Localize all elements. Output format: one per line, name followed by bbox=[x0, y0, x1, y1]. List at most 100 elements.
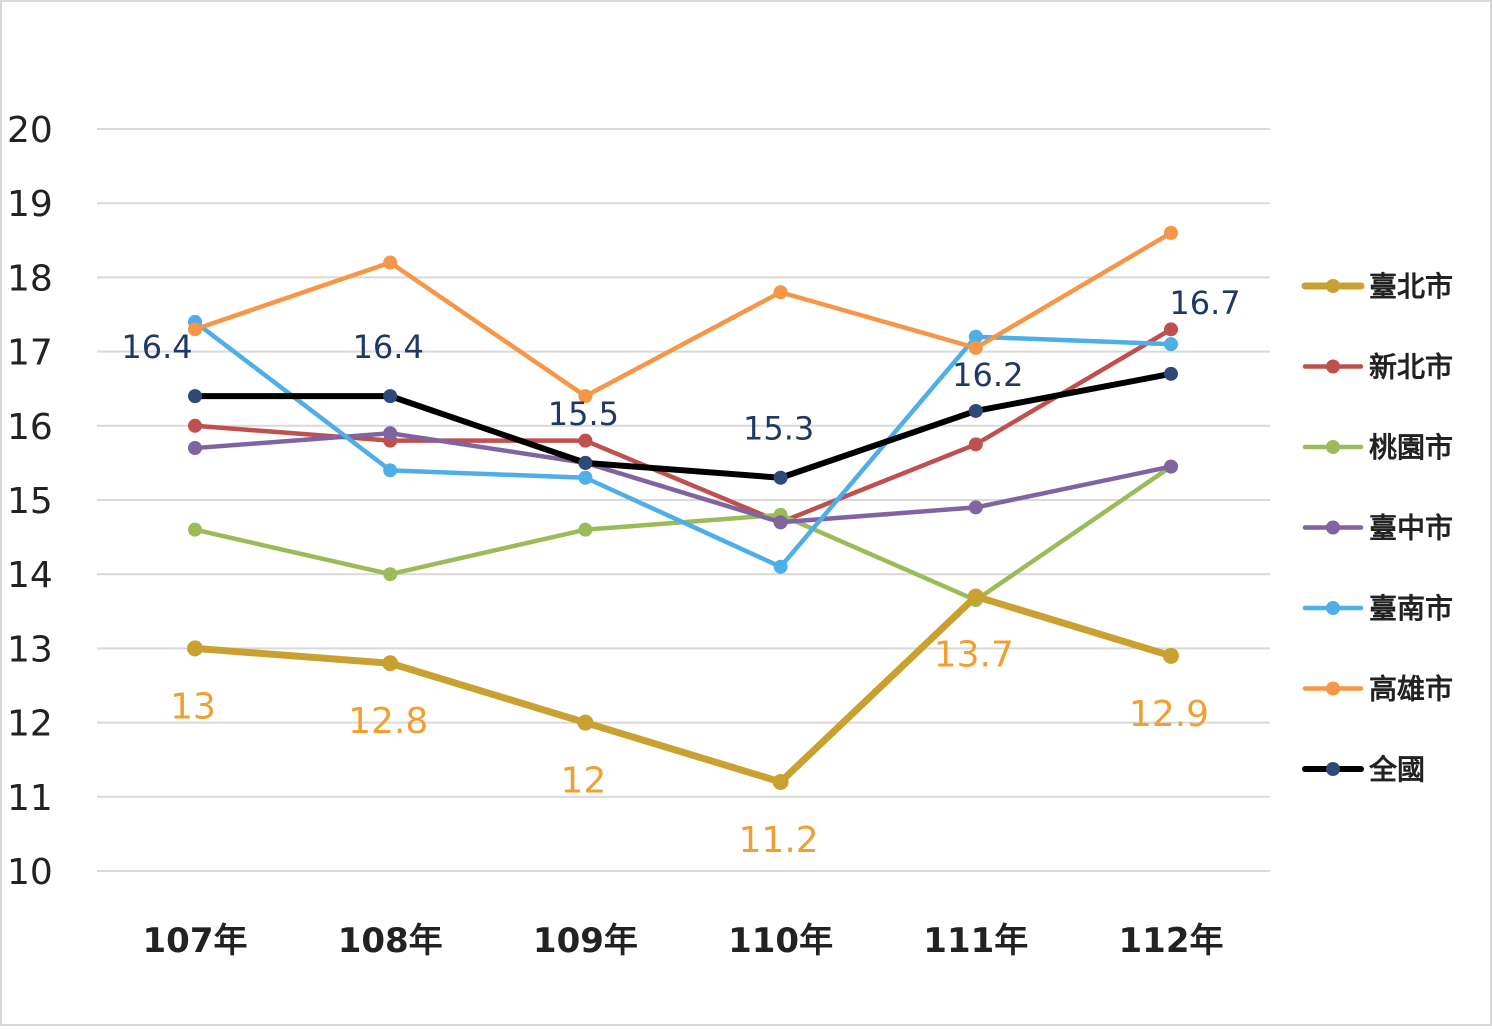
x-tick-label: 109年 bbox=[533, 921, 638, 961]
series-line-高雄市 bbox=[192, 230, 1174, 399]
legend-item-臺中市: 臺中市 bbox=[1302, 512, 1453, 545]
series-全國 bbox=[188, 366, 1178, 485]
legend-swatch-marker bbox=[1326, 279, 1340, 293]
legend-label: 新北市 bbox=[1369, 351, 1453, 384]
series-line-臺中市 bbox=[192, 430, 1174, 525]
legend-swatch-marker bbox=[1326, 520, 1340, 535]
y-tick-label: 17 bbox=[7, 333, 53, 374]
data-point bbox=[773, 470, 788, 485]
data-point bbox=[187, 640, 203, 657]
data-point bbox=[968, 329, 983, 344]
data-label: 16.4 bbox=[121, 328, 192, 366]
legend-swatch-marker bbox=[1326, 762, 1340, 776]
legend-item-桃園市: 桃園市 bbox=[1302, 431, 1453, 464]
legend-swatch-marker bbox=[1326, 440, 1340, 454]
data-point bbox=[578, 470, 593, 485]
data-point bbox=[968, 437, 983, 452]
data-label: 13.7 bbox=[934, 634, 1014, 675]
data-point bbox=[773, 559, 788, 574]
data-point bbox=[1164, 225, 1178, 240]
data-point bbox=[188, 322, 202, 337]
y-tick-label: 20 bbox=[7, 110, 53, 151]
series-臺北市 bbox=[187, 588, 1179, 790]
y-axis: 10 11 12 13 14 15 16 17 18 19 20 bbox=[7, 110, 53, 893]
data-label: 13 bbox=[170, 686, 216, 727]
data-point bbox=[578, 522, 593, 537]
data-label: 15.3 bbox=[743, 410, 814, 448]
data-point bbox=[383, 426, 398, 441]
x-tick-label: 112年 bbox=[1119, 921, 1224, 961]
data-point bbox=[383, 255, 398, 270]
series-臺中市 bbox=[188, 426, 1178, 530]
series-line-臺南市 bbox=[192, 319, 1174, 570]
y-tick-label: 15 bbox=[7, 481, 53, 522]
legend-swatch-marker bbox=[1326, 359, 1340, 374]
legend-item-臺北市: 臺北市 bbox=[1301, 270, 1453, 303]
data-point bbox=[188, 441, 202, 456]
data-point bbox=[188, 389, 202, 404]
data-point bbox=[383, 463, 398, 478]
data-point bbox=[967, 588, 984, 605]
series-高雄市 bbox=[188, 225, 1178, 404]
y-tick-label: 13 bbox=[7, 629, 53, 670]
x-tick-label: 108年 bbox=[338, 921, 443, 961]
data-labels: 13 12.8 12 11.2 13.7 12.9 16.4 16.4 15.5 15.3 16.2… bbox=[121, 284, 1240, 861]
data-label: 12.8 bbox=[348, 701, 428, 742]
y-tick-label: 18 bbox=[7, 258, 53, 299]
series-line-新北市 bbox=[192, 327, 1174, 525]
data-point bbox=[578, 455, 593, 470]
series-line-桃園市 bbox=[192, 464, 1174, 603]
data-point bbox=[1164, 459, 1178, 474]
series-臺南市 bbox=[188, 314, 1178, 574]
y-tick-label: 19 bbox=[7, 184, 53, 225]
data-point bbox=[968, 403, 983, 418]
data-point bbox=[1164, 366, 1178, 381]
data-point bbox=[968, 340, 983, 355]
data-point bbox=[1164, 322, 1178, 337]
legend-label: 臺中市 bbox=[1369, 512, 1453, 545]
data-point bbox=[578, 433, 593, 448]
data-label: 12.9 bbox=[1129, 694, 1209, 735]
data-point bbox=[968, 500, 983, 515]
y-tick-label: 10 bbox=[7, 852, 53, 893]
series-line-全國 bbox=[192, 370, 1174, 481]
legend-swatch-marker bbox=[1326, 601, 1340, 615]
data-point bbox=[773, 285, 788, 300]
legend-label: 桃園市 bbox=[1369, 431, 1453, 464]
data-label: 15.5 bbox=[548, 395, 619, 433]
data-point bbox=[578, 389, 593, 404]
y-tick-label: 11 bbox=[7, 778, 53, 819]
y-tick-label: 14 bbox=[7, 555, 53, 596]
data-point bbox=[773, 515, 788, 530]
data-label: 16.4 bbox=[353, 328, 424, 366]
legend-item-臺南市: 臺南市 bbox=[1302, 592, 1453, 625]
x-axis: 107年 108年 109年 110年 111年 112年 bbox=[143, 921, 1224, 961]
legend-item-全國: 全國 bbox=[1302, 753, 1425, 786]
series-line-臺北市 bbox=[191, 592, 1175, 786]
data-point bbox=[188, 418, 202, 433]
legend-swatch-marker bbox=[1326, 681, 1340, 696]
y-tick-label: 16 bbox=[7, 407, 53, 448]
legend-label: 臺北市 bbox=[1369, 270, 1453, 303]
data-point bbox=[772, 773, 789, 790]
legend-label: 高雄市 bbox=[1369, 673, 1453, 706]
x-tick-label: 110年 bbox=[728, 921, 833, 961]
data-point bbox=[382, 655, 399, 672]
data-point bbox=[1164, 337, 1178, 352]
data-point bbox=[383, 389, 398, 404]
y-tick-label: 12 bbox=[7, 704, 53, 745]
data-label: 16.2 bbox=[952, 356, 1023, 394]
data-point bbox=[383, 567, 398, 582]
x-tick-label: 107年 bbox=[143, 921, 248, 961]
legend-label: 臺南市 bbox=[1369, 592, 1453, 625]
data-point bbox=[188, 522, 202, 537]
data-point bbox=[577, 714, 594, 731]
legend-item-新北市: 新北市 bbox=[1302, 351, 1453, 384]
data-label: 12 bbox=[560, 761, 606, 802]
series-lines bbox=[187, 225, 1179, 790]
legend-item-高雄市: 高雄市 bbox=[1302, 673, 1453, 706]
data-point bbox=[1163, 647, 1179, 664]
